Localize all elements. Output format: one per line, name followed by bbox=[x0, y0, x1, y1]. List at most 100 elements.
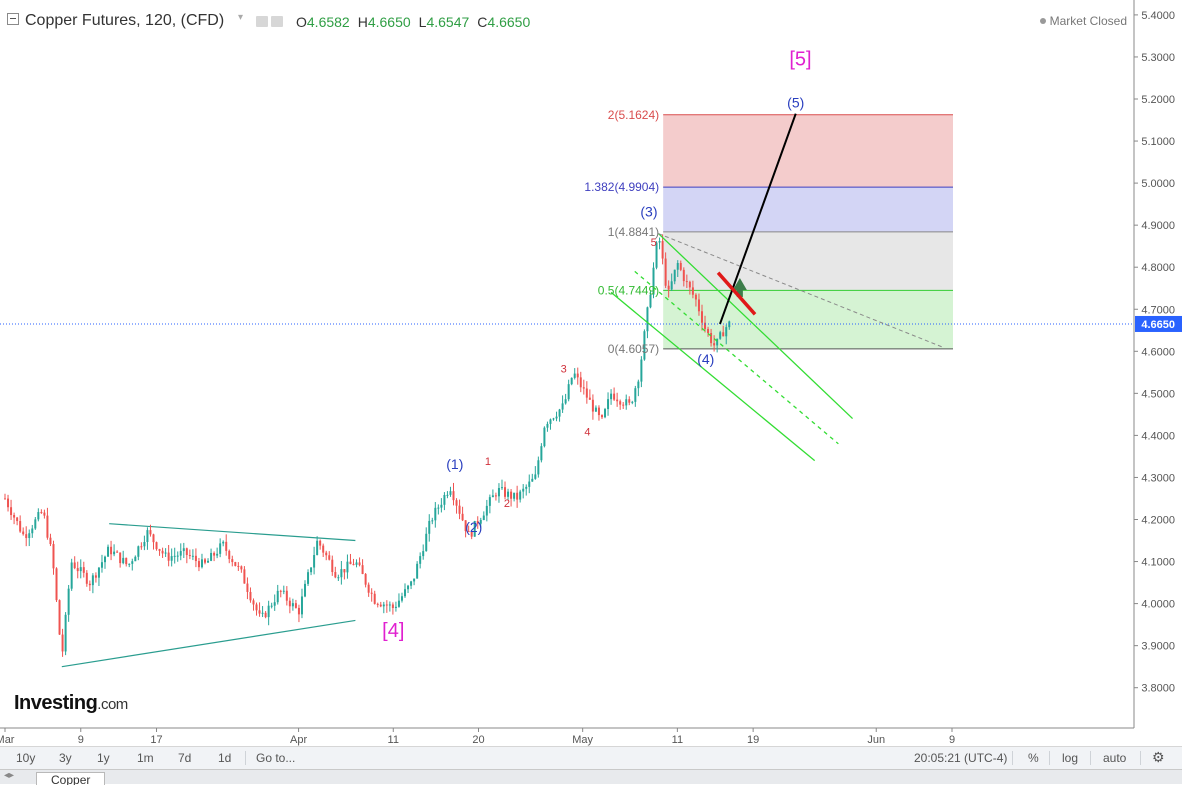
price-axis[interactable]: 5.4000 5.3000 5.2000 5.1000 5.0000 4.9000 4.80… bbox=[1134, 0, 1182, 728]
wave-label: 3 bbox=[561, 363, 567, 375]
candle-body bbox=[440, 504, 443, 508]
investing-logo: Investing.com bbox=[14, 692, 128, 715]
time-tick-label: 9 bbox=[78, 734, 84, 746]
price-tick-label: 4.2000 bbox=[1141, 515, 1175, 527]
goto-button[interactable]: Go to... bbox=[256, 751, 296, 765]
candle-body bbox=[685, 281, 688, 283]
series-visibility-controls[interactable] bbox=[256, 14, 286, 32]
candle-body bbox=[431, 520, 434, 522]
candle-body bbox=[28, 533, 31, 539]
candle-body bbox=[316, 540, 319, 556]
wave-label: [4] bbox=[382, 620, 404, 642]
candle-body bbox=[446, 494, 449, 496]
percent-scale-button[interactable]: % bbox=[1028, 751, 1039, 765]
range-7d-button[interactable]: 7d bbox=[178, 751, 192, 765]
price-tick-label: 5.4000 bbox=[1141, 10, 1175, 22]
range-10y-button[interactable]: 10y bbox=[16, 751, 36, 765]
candle-body bbox=[252, 600, 255, 605]
candle-body bbox=[616, 399, 619, 402]
range-1d-button[interactable]: 1d bbox=[218, 751, 232, 765]
candle-body bbox=[273, 602, 276, 606]
candle-body bbox=[419, 556, 422, 564]
price-tick-label: 4.1000 bbox=[1141, 557, 1175, 569]
time-tick-label: 9 bbox=[949, 734, 955, 746]
candle-body bbox=[413, 578, 416, 582]
candle-body bbox=[434, 507, 437, 521]
plot-border bbox=[0, 0, 1135, 729]
chart-header: Copper Futures, 120, (CFD) ▾ O4.6582 H4.6… bbox=[0, 0, 1134, 40]
candle-body bbox=[358, 562, 361, 566]
auto-scale-button[interactable]: auto bbox=[1103, 751, 1127, 765]
candle-body bbox=[79, 567, 82, 572]
market-status: Market Closed bbox=[1039, 14, 1127, 28]
candle-body bbox=[82, 567, 85, 573]
eye-icon[interactable] bbox=[256, 16, 268, 27]
chevron-down-icon[interactable]: ▾ bbox=[238, 12, 244, 23]
triangle-pattern bbox=[61, 523, 356, 668]
wave-label: (2) bbox=[465, 519, 482, 535]
wave-label: (3) bbox=[640, 204, 657, 220]
price-tick-label: 4.3000 bbox=[1141, 472, 1175, 484]
candle-body bbox=[597, 407, 600, 416]
wave-label: (1) bbox=[446, 456, 463, 472]
candle-body bbox=[167, 552, 170, 561]
candle-body bbox=[449, 491, 452, 495]
instrument-title[interactable]: Copper Futures, 120, (CFD) bbox=[25, 12, 225, 29]
candle-body bbox=[470, 531, 473, 537]
settings-small-icon[interactable] bbox=[271, 16, 283, 27]
toolbar-divider bbox=[245, 751, 246, 765]
candle-body bbox=[213, 552, 216, 556]
range-1y-button[interactable]: 1y bbox=[97, 751, 110, 765]
candle-body bbox=[688, 281, 691, 288]
candle-body bbox=[204, 559, 207, 563]
candle-body bbox=[422, 551, 425, 557]
candle-body bbox=[331, 559, 334, 573]
candle-body bbox=[461, 513, 464, 521]
toolbar-divider bbox=[1090, 751, 1091, 765]
candle-body bbox=[379, 604, 382, 607]
candle-body bbox=[473, 520, 476, 537]
candle-body bbox=[500, 487, 503, 489]
price-tick-label: 4.6000 bbox=[1141, 346, 1175, 358]
tab-nav-arrows-icon[interactable]: ◂▸ bbox=[4, 770, 15, 781]
candle-body bbox=[416, 563, 419, 579]
candle-body bbox=[385, 604, 388, 606]
candle-body bbox=[288, 600, 291, 607]
candle-body bbox=[525, 486, 528, 489]
toolbar-divider bbox=[1049, 751, 1050, 765]
candle-body bbox=[279, 590, 282, 592]
candle-body bbox=[176, 555, 179, 557]
time-axis[interactable]: Mar 9 17 Apr 11 20 May 11 19 Jun 9 bbox=[0, 728, 955, 746]
clock-readout[interactable]: 20:05:21 (UTC-4) bbox=[914, 751, 1008, 765]
candle-body bbox=[155, 542, 158, 550]
status-dot-icon bbox=[1039, 18, 1046, 24]
candle-body bbox=[637, 381, 640, 389]
collapse-icon[interactable] bbox=[7, 13, 19, 25]
elliott-wave-labels: [4] [5] (1) (2) (3) (4) (5) 1 2 3 4 5 bbox=[382, 48, 811, 642]
range-1m-button[interactable]: 1m bbox=[137, 751, 154, 765]
candle-body bbox=[428, 520, 431, 534]
log-scale-button[interactable]: log bbox=[1062, 751, 1079, 765]
trend-dashed-line bbox=[658, 233, 943, 348]
candle-body bbox=[570, 377, 573, 385]
candle-body bbox=[222, 541, 225, 544]
price-tick-label: 5.3000 bbox=[1141, 52, 1175, 64]
range-3y-button[interactable]: 3y bbox=[59, 751, 72, 765]
candle-body bbox=[97, 567, 100, 578]
candle-body bbox=[337, 577, 340, 579]
candle-body bbox=[716, 338, 719, 346]
tab-copper[interactable]: Copper bbox=[36, 772, 106, 785]
up-arrow-icon bbox=[732, 278, 747, 298]
candle-body bbox=[476, 520, 479, 524]
candle-body bbox=[643, 331, 646, 360]
candle-body bbox=[537, 460, 540, 475]
candle-body bbox=[646, 307, 649, 332]
candle-body bbox=[516, 492, 519, 500]
candle-body bbox=[452, 491, 455, 501]
gear-icon[interactable]: ⚙ bbox=[1152, 749, 1165, 765]
candle-body bbox=[497, 488, 500, 497]
price-tick-label: 4.0000 bbox=[1141, 599, 1175, 611]
candle-body bbox=[491, 495, 494, 498]
candle-body bbox=[394, 606, 397, 609]
